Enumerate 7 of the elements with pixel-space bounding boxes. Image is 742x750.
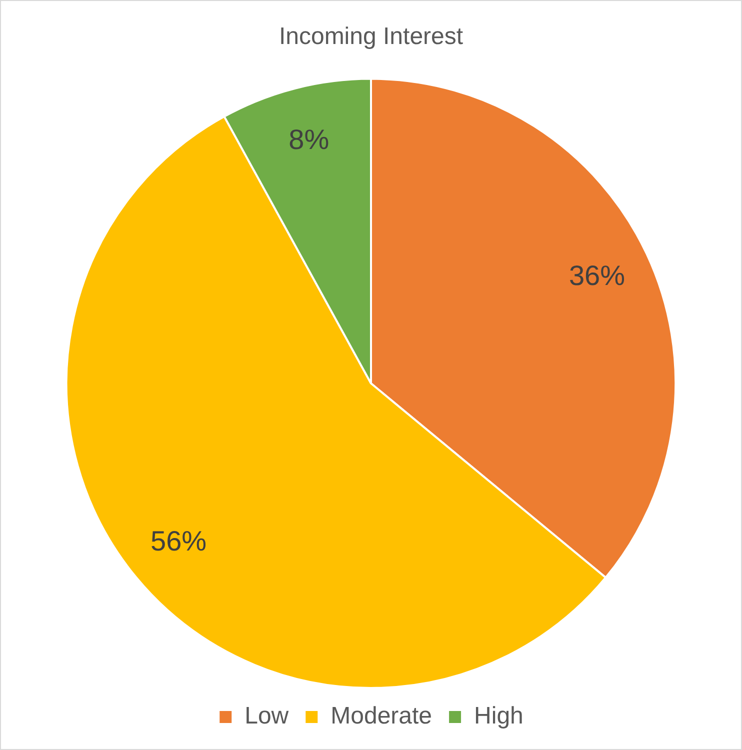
data-label: 8% xyxy=(288,124,330,156)
legend-label: Moderate xyxy=(330,702,432,730)
data-label: 56% xyxy=(150,525,207,556)
legend-label: High xyxy=(474,702,524,730)
chart-title: Incoming Interest xyxy=(278,23,464,50)
data-label: 36% xyxy=(568,260,626,291)
legend-label: Low xyxy=(244,702,290,730)
